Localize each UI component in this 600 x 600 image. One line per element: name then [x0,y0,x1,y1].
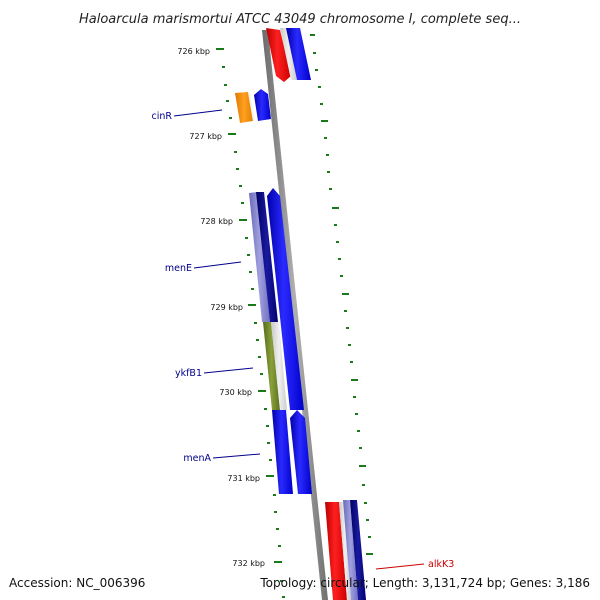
tick-label: 729 kbp [210,303,243,312]
gene-block-blue-top[interactable] [286,28,311,80]
gene-block-navy-bottom[interactable] [350,500,366,600]
gene-menA-arrow[interactable] [290,410,312,494]
inner-tick-marks [216,48,285,598]
gene-arrow-red-top[interactable] [266,28,291,82]
tick-labels: 726 kbp 727 kbp 728 kbp 729 kbp 730 kbp … [177,47,265,568]
gene-label-cinR[interactable]: cinR [152,111,173,122]
gene-menE-lavender[interactable] [249,192,270,322]
tick-label: 730 kbp [219,388,252,397]
gene-cinR-arrow[interactable] [254,89,271,121]
map-title: Haloarcula marismortui ATCC 43049 chromo… [79,12,521,27]
gene-block-lavender-bottom[interactable] [343,500,358,600]
gene-alkK3-red[interactable] [325,502,347,600]
gene-cinR-orange[interactable] [235,92,253,123]
gene-label-menA[interactable]: menA [183,453,211,464]
genome-backbone [262,30,328,600]
genome-summary-text: Topology: circular; Length: 3,131,724 bp… [260,576,590,590]
ykfB1-leader-line [203,367,254,374]
gene-ykfB1-green[interactable] [263,322,280,410]
cinR-leader-line [173,109,223,117]
accession-text: Accession: NC_006396 [9,576,146,590]
alkK3-leader-line [375,563,425,570]
gene-block-grey-bottom [339,502,351,600]
gene-block-white [248,92,255,121]
tick-label: 731 kbp [227,474,260,483]
menE-leader-line [193,261,242,269]
tick-label: 726 kbp [177,47,210,56]
tick-label: 732 kbp [232,559,265,568]
gene-menE-navy[interactable] [256,192,278,322]
menA-leader-line [212,453,261,459]
gene-label-menE[interactable]: menE [165,263,192,274]
tick-label: 728 kbp [200,217,233,226]
gene-menA-blue[interactable] [272,410,293,494]
gene-ykfB1-grey [271,322,287,410]
tick-label: 727 kbp [189,132,222,141]
outer-tick-marks [310,34,373,555]
gene-long-blue-arrow[interactable] [267,188,304,410]
gene-block-grey-top [280,28,297,80]
gene-label-ykfB1[interactable]: ykfB1 [175,368,202,379]
gene-label-alkK3[interactable]: alkK3 [428,559,454,570]
